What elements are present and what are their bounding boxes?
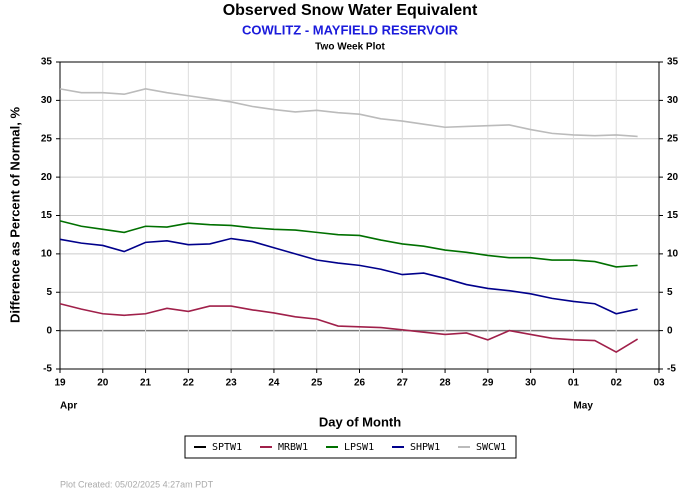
legend-label: SWCW1 — [476, 442, 506, 453]
legend-label: MRBW1 — [278, 442, 308, 453]
x-tick-label: 22 — [183, 378, 195, 389]
x-tick-label: 03 — [653, 378, 665, 389]
chart-subtitle: COWLITZ - MAYFIELD RESERVOIR — [242, 22, 459, 37]
x-tick-label: 24 — [268, 378, 280, 389]
chart-title: Observed Snow Water Equivalent — [223, 2, 478, 19]
y2-tick-label: 35 — [667, 57, 679, 68]
x-axis-label: Day of Month — [319, 414, 401, 429]
x-tick-label: 25 — [311, 378, 323, 389]
series-line — [59, 220, 638, 268]
y-tick-label: 35 — [41, 57, 53, 68]
y-tick-label: 10 — [41, 249, 53, 260]
y-tick-label: 30 — [41, 95, 53, 106]
month-label: May — [573, 401, 593, 412]
x-tick-label: 21 — [140, 378, 152, 389]
series-line — [59, 302, 639, 354]
legend-label: LPSW1 — [344, 442, 374, 453]
y2-tick-label: 10 — [667, 249, 679, 260]
y2-tick-label: 15 — [667, 210, 679, 221]
plot-frame — [59, 61, 660, 370]
x-tick-label: 19 — [54, 378, 66, 389]
x-tick-label: 23 — [226, 378, 238, 389]
x-tick-label: 02 — [611, 378, 623, 389]
x-tick-label: 27 — [397, 378, 409, 389]
y2-tick-label: 25 — [667, 133, 679, 144]
y-tick-label: -5 — [43, 364, 52, 375]
x-tick-label: 01 — [568, 378, 580, 389]
y2-tick-label: -5 — [667, 364, 676, 375]
y-tick-label: 5 — [46, 287, 52, 298]
y2-tick-label: 5 — [667, 287, 673, 298]
legend-box — [184, 435, 517, 459]
month-label: Apr — [60, 401, 77, 412]
y-axis-label: Difference as Percent of Normal, % — [7, 107, 22, 323]
y-tick-label: 15 — [41, 210, 53, 221]
x-tick-label: 28 — [440, 378, 452, 389]
y-tick-label: 25 — [41, 133, 53, 144]
x-tick-label: 29 — [482, 378, 494, 389]
legend-label: SPTW1 — [212, 442, 242, 453]
y2-tick-label: 30 — [667, 95, 679, 106]
x-tick-label: 26 — [354, 378, 366, 389]
y-tick-label: 20 — [41, 172, 53, 183]
plot-label: Two Week Plot — [315, 42, 385, 53]
series-line — [59, 88, 638, 138]
x-tick-label: 20 — [97, 378, 109, 389]
series-line — [59, 237, 638, 315]
y2-tick-label: 20 — [667, 172, 679, 183]
y-tick-label: 0 — [46, 325, 52, 336]
x-tick-label: 30 — [525, 378, 537, 389]
legend-label: SHPW1 — [410, 442, 440, 453]
y2-tick-label: 0 — [667, 325, 673, 336]
footer: Plot Created: 05/02/2025 4:27am PDT — [60, 479, 214, 489]
